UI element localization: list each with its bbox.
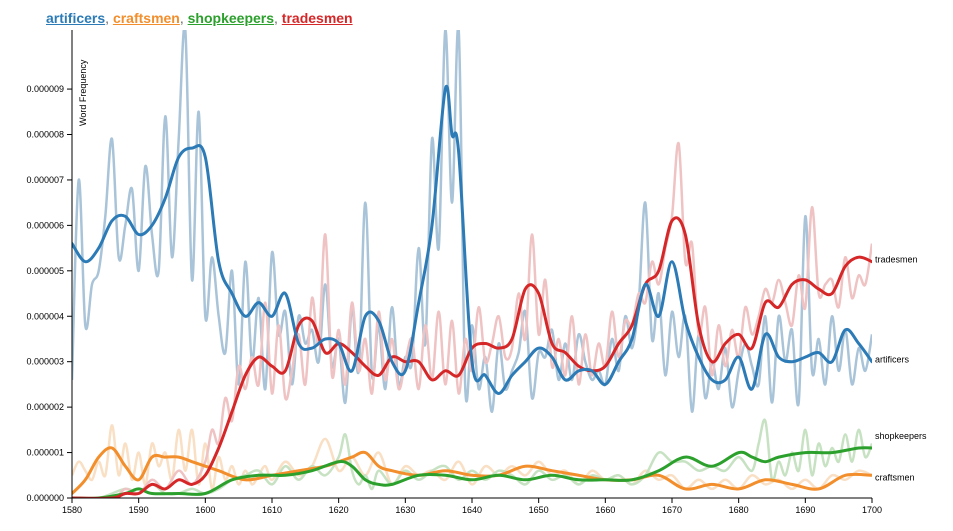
x-tick-label: 1600 (195, 505, 215, 515)
x-tick-label: 1650 (529, 505, 549, 515)
series-line-artificers[interactable] (72, 84, 872, 395)
x-tick-label: 1580 (62, 505, 82, 515)
x-tick-label: 1620 (329, 505, 349, 515)
legend-term-artificers[interactable]: artificers (46, 10, 106, 26)
y-tick-label: 0.000004 (26, 311, 64, 321)
legend-term-shopkeepers[interactable]: shopkeepers (187, 10, 275, 26)
end-label-shopkeepers: shopkeepers (875, 431, 927, 441)
y-tick-label: 0.000008 (26, 130, 64, 140)
legend-separator: , (179, 10, 184, 26)
x-tick-label: 1680 (729, 505, 749, 515)
smoothed-series-layer (72, 84, 872, 499)
series-end-labels: artificers craftsmen shopkeepers tradesmen (875, 255, 927, 483)
y-tick-label: 0.000009 (26, 84, 64, 94)
x-tick-label: 1670 (662, 505, 682, 515)
end-label-tradesmen: tradesmen (875, 255, 918, 265)
series-line-craftsmen[interactable] (72, 446, 872, 495)
y-tick-label: 0.000002 (26, 402, 64, 412)
raw-series-line-shopkeepers (72, 418, 872, 498)
raw-series-layer (72, 30, 872, 498)
x-tick-label: 1590 (129, 505, 149, 515)
end-label-craftsmen: craftsmen (875, 472, 915, 482)
y-tick-label: 0.000001 (26, 448, 64, 458)
y-axis-title: Word Frequency (78, 59, 88, 126)
x-tick-label: 1690 (795, 505, 815, 515)
y-tick-label: 0.000007 (26, 175, 64, 185)
x-tick-label: 1630 (395, 505, 415, 515)
series-line-shopkeepers[interactable] (72, 446, 872, 499)
y-tick-label: 0.000000 (26, 493, 64, 503)
y-tick-label: 0.000006 (26, 220, 64, 230)
end-label-artificers: artificers (875, 355, 910, 365)
y-tick-label: 0.000005 (26, 266, 64, 276)
legend-term-craftsmen[interactable]: craftsmen (112, 10, 180, 26)
raw-series-line-tradesmen (72, 142, 872, 498)
x-tick-label: 1700 (862, 505, 882, 515)
legend-term-tradesmen[interactable]: tradesmen (281, 10, 353, 26)
axes: 0.000000 0.000001 0.000002 0.000003 0.000004… (26, 30, 882, 515)
raw-series-line-artificers (72, 30, 872, 413)
legend-separator: , (105, 10, 110, 26)
legend: artificers, craftsmen, shopkeepers, trad… (46, 10, 353, 26)
y-tick-label: 0.000003 (26, 357, 64, 367)
x-tick-label: 1660 (595, 505, 615, 515)
series-line-tradesmen[interactable] (72, 216, 872, 499)
x-tick-label: 1610 (262, 505, 282, 515)
x-tick-label: 1640 (462, 505, 482, 515)
legend-separator: , (274, 10, 278, 26)
